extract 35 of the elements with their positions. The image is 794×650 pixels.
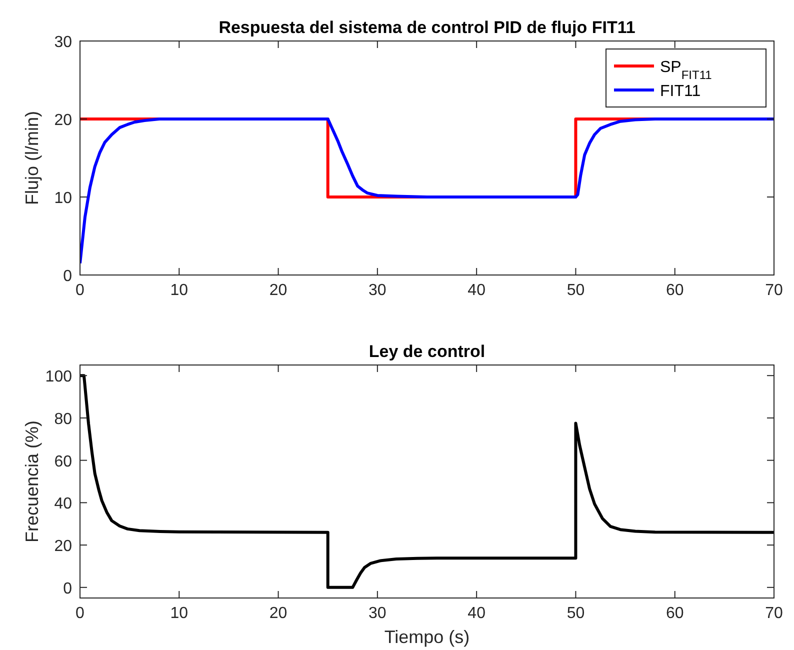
x-tick-label: 20	[269, 282, 288, 299]
x-tick-label: 0	[76, 282, 85, 299]
y-tick-label: 10	[54, 190, 72, 207]
y-tick-label: 0	[63, 580, 72, 598]
x-tick-label: 20	[269, 605, 288, 622]
chart-title: Respuesta del sistema de control PID de flujo FIT11	[218, 18, 636, 37]
y-tick-label: 0	[63, 268, 72, 285]
x-tick-label: 10	[170, 605, 188, 622]
y-tick-label: 100	[45, 368, 72, 386]
legend-label: FIT11	[660, 83, 701, 100]
x-tick-label: 50	[566, 605, 585, 622]
legend-label: SP$_{FIT11}$	[660, 59, 712, 82]
x-tick-label: 50	[566, 282, 585, 299]
chart-title: Ley de control	[368, 342, 486, 361]
y-tick-label: 20	[54, 112, 72, 129]
x-tick-label: 60	[666, 605, 684, 622]
x-tick-label: 70	[765, 282, 783, 299]
y-tick-label: 40	[54, 496, 72, 513]
x-tick-label: 60	[666, 282, 684, 299]
x-tick-label: 0	[76, 605, 85, 622]
y-axis-title: Frecuencia (%)	[22, 420, 42, 543]
x-tick-label: 30	[368, 282, 386, 299]
line-series	[80, 118, 774, 265]
x-tick-label: 40	[468, 605, 486, 622]
x-tick-label: 10	[170, 282, 188, 299]
x-tick-label: 30	[368, 605, 386, 622]
x-tick-label: 70	[765, 605, 783, 622]
y-tick-label: 80	[54, 410, 72, 428]
x-tick-label: 40	[468, 282, 486, 299]
y-tick-label: 30	[54, 34, 72, 51]
x-axis-title: Tiempo (s)	[384, 627, 470, 647]
y-tick-label: 60	[54, 453, 72, 470]
line-series	[80, 374, 774, 589]
y-tick-label: 20	[54, 538, 72, 556]
y-axis-title: Flujo (l/min)	[22, 110, 42, 206]
